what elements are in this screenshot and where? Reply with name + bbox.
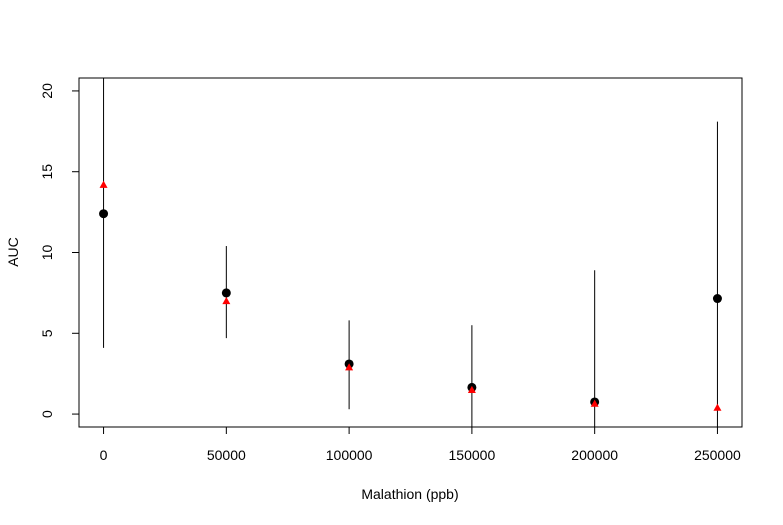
y-tick-label: 10	[39, 245, 55, 261]
data-point-circle	[221, 288, 231, 298]
data-point-triangle	[345, 363, 354, 371]
data-point-triangle	[590, 399, 599, 407]
plot-frame	[78, 77, 743, 428]
data-point-circle	[99, 209, 109, 219]
x-tick-label: 150000	[449, 447, 496, 463]
x-axis-title: Malathion (ppb)	[361, 486, 458, 502]
x-tick-label: 200000	[571, 447, 618, 463]
data-point-triangle	[467, 385, 476, 394]
series-points	[99, 180, 722, 411]
x-axis: 0 50000 100000 150000 200000 250000	[100, 426, 741, 463]
y-tick-label: 0	[39, 410, 55, 418]
x-tick-label: 50000	[207, 447, 246, 463]
y-axis: 0 5 10 15 20	[39, 83, 80, 418]
y-axis-title: AUC	[5, 237, 21, 267]
x-tick-label: 100000	[326, 447, 373, 463]
data-point-triangle	[222, 296, 231, 305]
y-tick-label: 5	[39, 329, 55, 337]
data-point-circle	[712, 294, 722, 304]
data-point-triangle	[99, 180, 108, 188]
data-point-triangle	[713, 403, 722, 411]
x-tick-label: 0	[100, 447, 108, 463]
error-bars	[103, 78, 718, 427]
y-tick-label: 15	[39, 164, 55, 180]
x-tick-label: 250000	[694, 447, 741, 463]
y-tick-label: 20	[39, 83, 55, 99]
